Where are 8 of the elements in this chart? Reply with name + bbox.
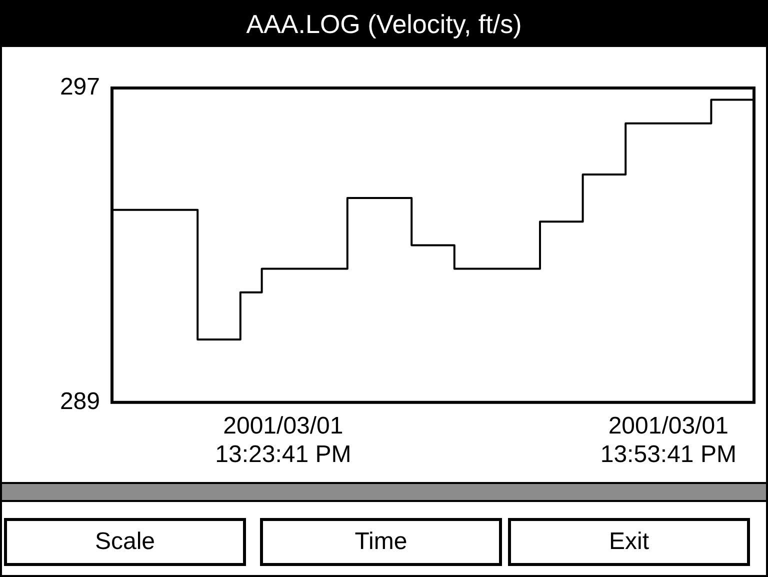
text: Scale bbox=[4, 518, 246, 566]
chart-title: AAA.LOG (Velocity, ft/s) bbox=[2, 2, 766, 47]
x-tick-label: 2001/03/01 13:53:41 PM bbox=[600, 412, 736, 468]
text: Time bbox=[260, 518, 502, 566]
x-tick-label: 2001/03/01 13:23:41 PM bbox=[215, 412, 352, 468]
text: Exit bbox=[508, 518, 750, 566]
y-tick-label: 289 bbox=[60, 388, 100, 416]
y-tick-label: 297 bbox=[60, 74, 100, 101]
